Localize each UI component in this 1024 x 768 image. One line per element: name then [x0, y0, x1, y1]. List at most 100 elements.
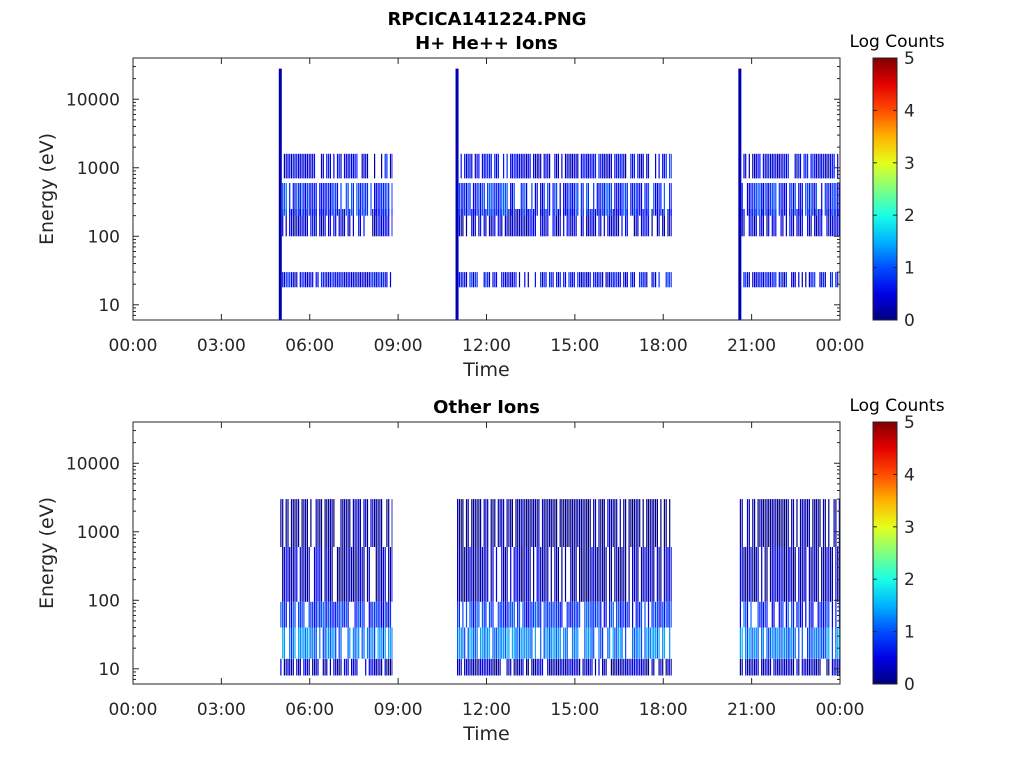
spectrogram-cell — [812, 272, 814, 288]
spectrogram-cell — [520, 547, 522, 602]
spectrogram-cell — [828, 183, 830, 216]
spectrogram-cell — [837, 658, 839, 676]
spectrogram-cell — [335, 627, 337, 659]
spectrogram-cell — [462, 183, 464, 216]
spectrogram-cell — [527, 499, 529, 547]
spectrogram-cell — [354, 627, 356, 659]
spectrogram-cell — [492, 627, 494, 659]
spectrogram-cell — [363, 601, 365, 628]
spectrogram-cell — [333, 499, 335, 547]
spectrogram-cell — [594, 547, 597, 602]
spectrogram-cell — [335, 601, 337, 628]
spectrogram-cell — [361, 183, 363, 216]
spectrogram-cell — [777, 547, 779, 602]
spectrogram-cell — [828, 601, 830, 628]
x-tick-label: 21:00 — [727, 700, 776, 720]
spectrogram-cell — [739, 601, 741, 628]
colorbar-title: Log Counts — [849, 32, 944, 52]
spectrogram-cell — [282, 183, 284, 216]
spectrogram-cell — [594, 153, 597, 179]
spectrogram-cell — [625, 499, 627, 547]
spectrogram-cell — [805, 499, 807, 547]
spectrogram-cell — [490, 601, 492, 628]
spectrogram-cell — [494, 499, 496, 547]
spectrogram-cell — [460, 209, 462, 237]
spectrogram-cell — [349, 209, 351, 237]
spectrogram-cell — [773, 658, 775, 676]
spectrogram-cell — [586, 153, 588, 179]
spectrogram-cell — [798, 272, 800, 288]
spectrogram-cell — [752, 627, 754, 659]
spectrogram-cell — [497, 183, 499, 216]
y-tick-label: 10 — [98, 660, 120, 680]
spectrogram-cell — [670, 153, 672, 179]
spectrogram-cell — [289, 209, 291, 237]
spectrogram-cell — [808, 209, 810, 237]
spectrogram-cell — [759, 601, 761, 628]
spectrogram-cell — [319, 183, 321, 216]
spectrogram-cell — [782, 209, 784, 237]
spectrogram-cell — [759, 272, 761, 288]
spectrogram-cell — [488, 183, 491, 216]
spectrogram-cell — [637, 627, 639, 659]
spectrogram-cell — [584, 547, 586, 602]
spectrogram-cell — [808, 499, 810, 547]
x-tick-label: 15:00 — [550, 336, 599, 356]
spectrogram-cell — [768, 209, 770, 237]
spectrogram-cell — [328, 627, 330, 659]
spectrogram-cell — [785, 209, 787, 237]
spectrogram-cell — [835, 272, 837, 288]
spectrogram-cell — [306, 183, 308, 216]
spectrogram-cell — [798, 627, 800, 659]
spectrogram-cell — [792, 499, 795, 547]
spectrogram-cell — [582, 547, 584, 602]
spectrogram-cell — [785, 547, 787, 602]
spectrogram-cell — [752, 153, 754, 179]
x-tick-label: 03:00 — [197, 336, 246, 356]
spectrogram-cell — [386, 499, 388, 547]
spectrogram-cell — [639, 627, 641, 659]
spectrogram-cell — [787, 499, 789, 547]
spectrogram — [280, 499, 840, 676]
spectrogram-cell — [522, 153, 524, 179]
spectrogram-cell — [324, 658, 326, 676]
x-tick-label: 15:00 — [550, 700, 599, 720]
spectrogram-cell — [524, 209, 526, 237]
spectrogram-cell — [647, 183, 650, 216]
spectrogram-cell — [556, 153, 558, 179]
spectrogram-cell — [388, 601, 390, 628]
spectrogram-cell — [492, 272, 494, 288]
spectrogram-cell — [564, 547, 567, 602]
spectrogram-cell — [483, 153, 485, 179]
spectrogram-cell — [469, 153, 471, 179]
spectrogram-cell — [524, 272, 526, 288]
x-tick-label: 18:00 — [639, 336, 688, 356]
spectrogram-cell — [303, 658, 305, 676]
spectrogram-cell — [807, 499, 809, 547]
spectrogram-cell — [607, 183, 609, 216]
spectrogram-cell — [515, 627, 517, 659]
spectrogram-cell — [540, 153, 542, 179]
spectrogram-cell — [384, 627, 386, 659]
spectrogram-cell — [527, 601, 529, 628]
spectrogram-cell — [653, 547, 655, 602]
spectrogram-cell — [547, 547, 549, 602]
spectrogram-cell — [467, 183, 469, 216]
spectrogram-cell — [619, 658, 621, 676]
spectrogram-cell — [305, 627, 307, 659]
spectrogram-cell — [826, 627, 828, 659]
spectrogram-cell — [547, 209, 549, 237]
spectrogram-cell — [663, 183, 665, 216]
spectrogram-cell — [621, 183, 623, 216]
spectrogram-cell — [628, 601, 630, 628]
spectrogram-cell — [301, 499, 303, 547]
spectrogram-cell — [301, 601, 303, 628]
spectrogram-cell — [614, 183, 616, 216]
spectrogram-cell — [663, 499, 665, 547]
spectrogram-cell — [670, 183, 672, 216]
spectrogram-cell — [340, 547, 342, 602]
spectrogram-cell — [630, 272, 632, 288]
spectrogram-cell — [485, 272, 487, 288]
spectrogram-cell — [660, 547, 662, 602]
spectrogram-cell — [329, 153, 331, 179]
